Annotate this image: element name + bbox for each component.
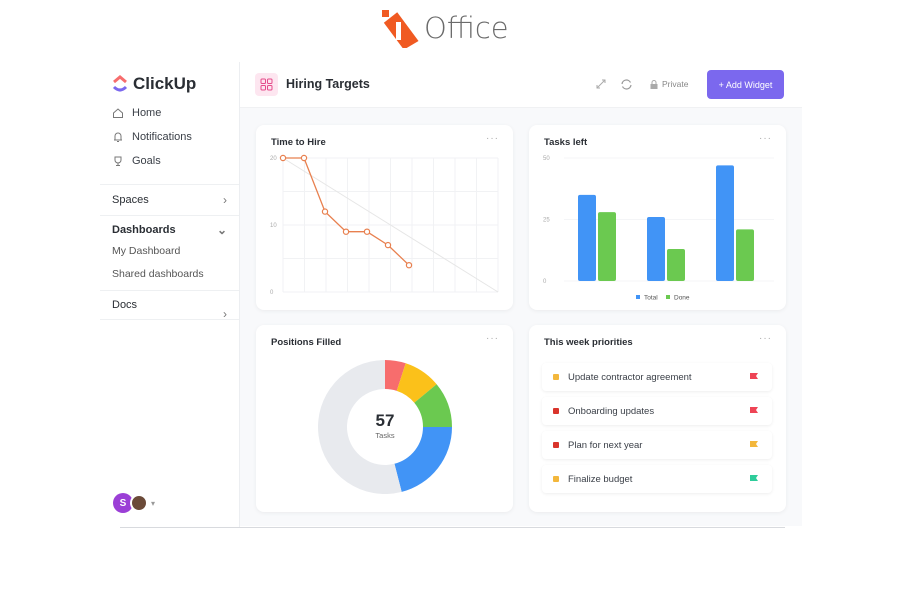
trophy-icon [114,156,122,166]
flag-icon[interactable] [750,373,758,379]
widget-time-to-hire: Time to Hire ··· 0 10 20 [256,125,513,310]
data-point [321,208,329,215]
sidebar-item-goals[interactable]: Goals [112,155,161,167]
donut-slice [414,384,452,427]
clickup-logo-icon [112,75,128,92]
priority-item[interactable]: Update contractor agreement [542,363,772,391]
lock-icon [650,79,658,89]
privacy-toggle[interactable]: Private [650,79,688,89]
priority-item[interactable]: Finalize budget [542,465,772,493]
widget-title: Tasks left [544,137,588,148]
bar-done [736,229,754,281]
sidebar-item-dashboards[interactable]: Dashboards ⌄ [100,215,239,243]
widget-priorities: This week priorities ··· Update contract… [529,325,786,512]
status-dot [553,374,559,380]
priority-label: Finalize budget [568,473,633,485]
legend-swatch [666,295,670,299]
priority-label: Update contractor agreement [568,371,692,383]
y-tick-label: 0 [543,279,547,285]
chevron-down-icon: ⌄ [216,222,227,237]
dashboard-icon [255,73,278,96]
more-options-icon[interactable]: ··· [759,133,772,144]
line-chart: 0 10 20 [270,154,499,296]
y-tick-label: 50 [543,156,550,162]
donut-slice [396,363,437,403]
bar-total [578,194,596,281]
donut-chart [317,360,452,494]
flag-icon[interactable] [750,407,758,413]
chevron-right-icon: › [223,307,227,321]
clickup-logo[interactable]: ClickUp [112,74,196,94]
more-options-icon[interactable]: ··· [486,333,499,344]
y-tick-label: 10 [270,223,277,229]
flag-icon[interactable] [750,475,758,481]
bar-chart: 0 25 50 Total Done [543,156,774,302]
chevron-right-icon: › [223,193,227,207]
sidebar-item-spaces[interactable]: Spaces › [100,184,239,215]
widget-title: Positions Filled [271,337,342,348]
more-options-icon[interactable]: ··· [486,133,499,144]
chevron-down-icon: ▾ [151,498,156,508]
sidebar-item-my-dashboard[interactable]: My Dashboard [112,245,181,257]
legend-label: Total [644,295,658,302]
legend-label: Done [674,295,690,302]
trend-line [282,157,499,293]
data-point [363,228,371,235]
priority-label: Plan for next year [568,439,643,451]
priority-item[interactable]: Plan for next year [542,431,772,459]
legend-swatch [636,295,640,299]
widget-tasks-left: Tasks left ··· 0 25 50 Total Done [529,125,786,310]
data-point [300,154,308,162]
more-options-icon[interactable]: ··· [759,333,772,344]
data-point [342,228,350,235]
refresh-icon[interactable] [620,78,633,91]
y-tick-label: 20 [270,156,277,162]
sidebar-item-shared-dashboards[interactable]: Shared dashboards [112,268,204,280]
priority-label: Onboarding updates [568,405,655,417]
bar-total [647,217,665,281]
widget-positions-filled: Positions Filled ··· 57 Tasks [256,325,513,512]
status-dot [553,476,559,482]
donut-unit: Tasks [375,431,395,440]
office-logo-icon [382,10,419,48]
status-dot [553,408,559,414]
widget-title: Time to Hire [271,137,326,148]
home-icon [113,108,123,118]
avatar: S [113,493,133,513]
bar-total [716,165,734,281]
bar-done [667,249,685,281]
donut-slice [317,360,402,494]
brand-logo: Office [380,8,509,48]
sidebar-item-home[interactable]: Home [112,107,161,119]
donut-slice [394,427,452,492]
data-point [384,241,392,249]
page-title: Hiring Targets [286,77,370,91]
add-widget-button[interactable]: + Add Widget [707,70,784,99]
flag-icon[interactable] [750,441,758,447]
bell-icon [114,132,122,142]
data-point [279,154,287,162]
widget-title: This week priorities [544,337,633,348]
bar-done [598,212,616,281]
sidebar: ClickUp Home Notifications Goals Spaces ›… [100,62,240,527]
status-dot [553,442,559,448]
priority-item[interactable]: Onboarding updates [542,397,772,425]
sidebar-item-docs[interactable]: Docs › [100,290,239,321]
user-menu[interactable]: S ▾ [113,493,155,513]
sidebar-item-notifications[interactable]: Notifications [112,131,192,143]
y-tick-label: 0 [270,290,274,296]
expand-icon[interactable] [595,78,607,90]
avatar-photo [130,494,148,512]
data-point [405,261,413,269]
y-tick-label: 25 [543,218,550,224]
donut-slice [385,360,406,391]
divider [120,527,785,528]
donut-value: 57 [375,411,395,430]
